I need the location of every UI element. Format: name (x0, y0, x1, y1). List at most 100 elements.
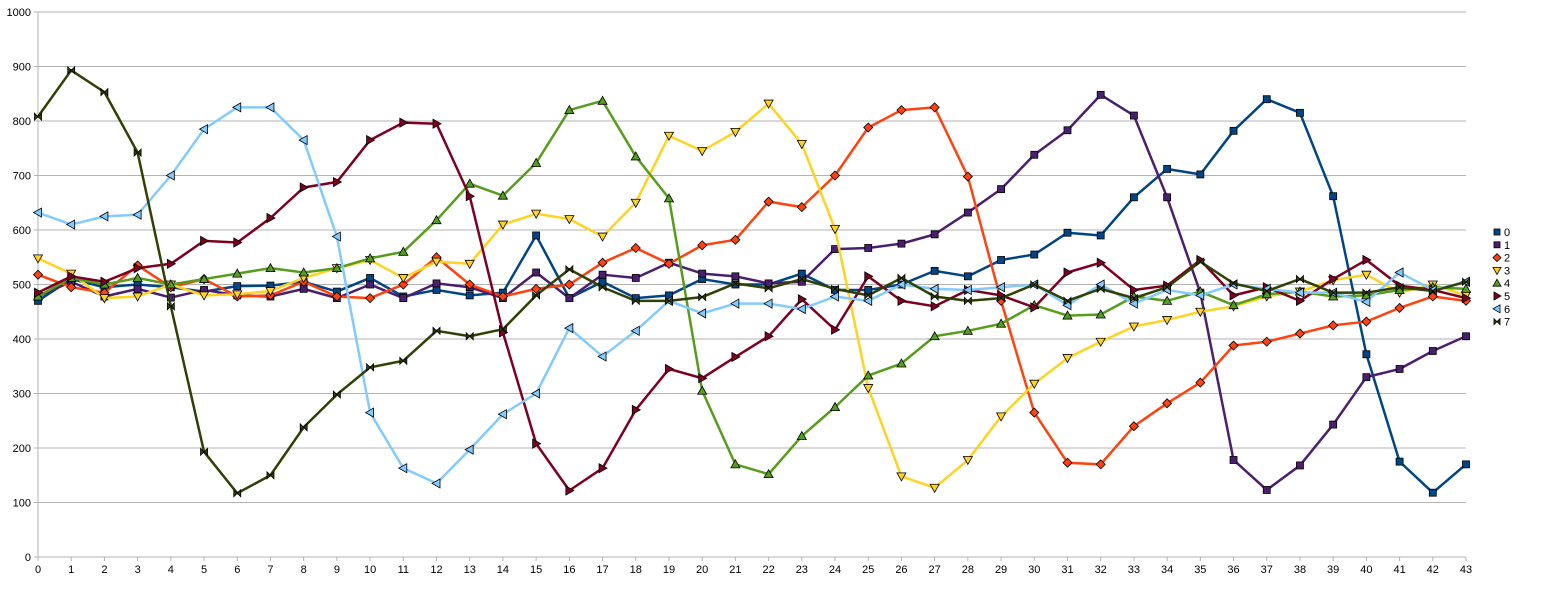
series-line-1 (37, 93, 1467, 492)
data-point (398, 246, 409, 256)
data-point (730, 234, 741, 245)
data-point (464, 279, 475, 290)
series-line-4 (37, 99, 1467, 476)
data-point (1196, 170, 1205, 179)
data-point (1294, 287, 1304, 298)
x-tick-label: 42 (1427, 564, 1439, 576)
data-point (198, 273, 210, 283)
data-point (631, 274, 640, 282)
x-tick-label: 3 (135, 564, 141, 576)
x-tick-label: 21 (729, 564, 741, 576)
data-point (464, 444, 474, 455)
x-tick-label: 15 (530, 564, 542, 576)
data-point (1063, 296, 1072, 306)
legend-item-3: 3 (1492, 265, 1510, 277)
data-point (1262, 486, 1271, 494)
data-point (864, 290, 873, 300)
data-point (1096, 90, 1105, 99)
data-point (564, 279, 575, 290)
data-point (930, 230, 939, 239)
data-point (232, 290, 243, 300)
data-point (896, 105, 907, 116)
x-tick-label: 28 (962, 564, 974, 576)
x-tick-label: 31 (1061, 564, 1073, 576)
legend-item-2: 2 (1492, 253, 1510, 265)
data-point (631, 296, 640, 306)
data-point (1261, 336, 1272, 347)
y-tick-label: 600 (13, 225, 31, 237)
data-point (630, 151, 641, 161)
data-point (532, 268, 541, 277)
data-point (1030, 250, 1039, 259)
x-tick-label: 35 (1194, 564, 1206, 576)
data-point (233, 282, 242, 291)
data-point (929, 483, 940, 494)
data-point (1296, 461, 1304, 470)
data-point (366, 362, 374, 372)
data-point (1361, 270, 1372, 281)
series-5 (34, 117, 1472, 496)
data-point (597, 232, 608, 242)
data-point (99, 294, 110, 304)
data-point (897, 295, 907, 307)
data-point (231, 102, 242, 113)
data-point (797, 269, 806, 278)
data-point (796, 303, 806, 315)
data-point (1229, 126, 1238, 135)
legend-label: 3 (1504, 265, 1510, 277)
data-point (564, 104, 575, 114)
legend-label: 7 (1504, 317, 1510, 329)
data-point (997, 293, 1005, 303)
data-point (464, 178, 475, 188)
data-point (1095, 309, 1106, 319)
data-point (1328, 320, 1339, 331)
data-point (497, 220, 509, 230)
x-tick-label: 12 (430, 564, 442, 576)
data-point (1462, 460, 1470, 469)
data-point (364, 253, 376, 263)
x-tick-label: 16 (563, 564, 575, 576)
data-point (963, 272, 972, 281)
data-point (995, 282, 1005, 293)
data-point (797, 274, 806, 284)
data-point (532, 438, 542, 449)
data-point (530, 388, 541, 399)
legend-label: 4 (1504, 278, 1510, 290)
data-point (299, 422, 308, 432)
data-point (731, 278, 740, 288)
data-point (829, 291, 839, 302)
data-point (1362, 373, 1371, 382)
data-point (1361, 296, 1371, 308)
data-point (597, 95, 608, 105)
data-point (597, 257, 608, 268)
data-point (266, 212, 276, 224)
data-point (930, 266, 939, 275)
data-point (364, 407, 374, 418)
data-point (32, 254, 44, 264)
data-point (630, 242, 641, 254)
x-tick-label: 19 (663, 564, 675, 576)
legend-label: 0 (1504, 227, 1510, 239)
legend-marker (1492, 253, 1502, 263)
data-point (997, 185, 1005, 194)
data-point (331, 231, 341, 242)
data-point (1462, 332, 1470, 341)
data-point (797, 294, 808, 305)
x-tick-label: 41 (1393, 564, 1405, 576)
x-tick-label: 1 (68, 564, 74, 576)
x-tick-label: 17 (596, 564, 608, 576)
x-tick-label: 34 (1161, 564, 1173, 576)
data-point (829, 170, 841, 181)
data-point (698, 373, 708, 384)
data-point (1161, 316, 1173, 326)
data-point (929, 102, 940, 113)
data-point (166, 258, 177, 269)
y-tick-label: 0 (25, 552, 31, 564)
data-point (165, 279, 177, 289)
data-point (1296, 274, 1304, 284)
data-point (696, 308, 707, 319)
data-point (165, 170, 175, 181)
data-point (1162, 398, 1173, 409)
data-point (564, 322, 574, 334)
